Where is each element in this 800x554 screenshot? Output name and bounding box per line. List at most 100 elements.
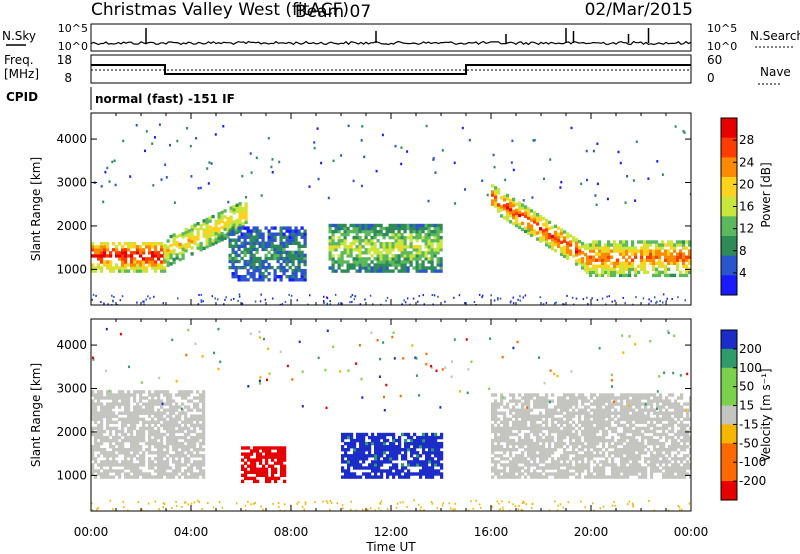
noise-tick-left-bottom: 10^0 — [58, 40, 88, 53]
heatmap-cell — [539, 227, 543, 231]
heatmap-cell — [151, 242, 155, 246]
heatmap-cell — [592, 243, 596, 247]
heatmap-cell — [632, 438, 636, 443]
heatmap-cell — [395, 506, 398, 509]
heatmap-cell — [181, 232, 185, 236]
heatmap-cell — [674, 475, 678, 479]
heatmap-cell — [599, 411, 603, 415]
heatmap-cell — [545, 240, 549, 244]
heatmap-cell — [270, 238, 274, 242]
heatmap-cell — [623, 405, 627, 409]
heatmap-cell — [560, 457, 564, 461]
heatmap-cell — [619, 240, 623, 244]
heatmap-cell — [300, 275, 304, 279]
heatmap-cell — [404, 475, 408, 479]
heatmap-cell — [420, 506, 422, 509]
heatmap-cell — [97, 402, 101, 406]
heatmap-cell — [106, 463, 110, 467]
heatmap-cell — [184, 472, 188, 476]
heatmap-cell — [656, 390, 659, 393]
heatmap-cell — [297, 232, 301, 236]
heatmap-cell — [274, 446, 278, 450]
heatmap-cell — [626, 441, 630, 446]
heatmap-cell — [237, 253, 241, 258]
heatmap-cell — [133, 257, 137, 261]
heatmap-cell — [148, 432, 152, 437]
heatmap-cell — [258, 275, 262, 279]
colorbar-tick-label: 8 — [739, 244, 747, 258]
heatmap-cell — [640, 249, 644, 253]
heatmap-cell — [365, 445, 369, 449]
heatmap-cell — [376, 339, 379, 342]
heatmap-cell — [598, 249, 602, 253]
heatmap-cell — [412, 248, 416, 252]
heatmap-cell — [94, 411, 98, 415]
heatmap-cell — [400, 269, 404, 273]
heatmap-cell — [127, 402, 131, 406]
heatmap-cell — [163, 469, 167, 473]
heatmap-cell — [530, 396, 534, 400]
heatmap-cell — [395, 466, 399, 470]
heatmap-cell — [283, 452, 287, 456]
heatmap-cell — [329, 303, 332, 305]
heatmap-cell — [421, 229, 425, 234]
heatmap-cell — [347, 445, 351, 449]
heatmap-cell — [518, 408, 522, 412]
heatmap-cell — [160, 269, 164, 273]
heatmap-cell — [347, 369, 350, 372]
heatmap-cell — [683, 475, 687, 479]
heatmap-cell — [641, 438, 645, 443]
heatmap-cell — [470, 500, 472, 503]
heatmap-cell — [148, 257, 152, 261]
heatmap-cell — [274, 461, 278, 465]
heatmap-cell — [587, 405, 591, 409]
heatmap-cell — [620, 408, 624, 412]
heatmap-cell — [638, 451, 642, 455]
heatmap-cell — [237, 275, 241, 279]
heatmap-cell — [370, 248, 374, 252]
heatmap-cell — [686, 411, 690, 415]
heatmap-cell — [671, 426, 675, 431]
heatmap-cell — [139, 460, 143, 464]
heatmap-cell — [249, 250, 253, 255]
heatmap-cell — [368, 466, 372, 470]
heatmap-cell — [154, 245, 158, 249]
heatmap-cell — [344, 472, 348, 476]
heatmap-cell — [380, 448, 384, 452]
heatmap-cell — [530, 420, 534, 424]
heatmap-cell — [118, 448, 122, 452]
heatmap-cell — [689, 396, 691, 400]
heatmap-cell — [665, 396, 669, 400]
heatmap-cell — [478, 503, 481, 506]
heatmap-cell — [419, 445, 423, 449]
heatmap-cell — [127, 426, 131, 431]
heatmap-cell — [214, 225, 218, 230]
heatmap-cell — [569, 460, 573, 464]
heatmap-cell — [613, 500, 615, 503]
heatmap-cell — [151, 426, 155, 431]
heatmap-cell — [418, 248, 422, 252]
heatmap-cell — [108, 389, 111, 393]
heatmap-cell — [566, 294, 568, 297]
heatmap-cell — [649, 252, 653, 256]
heatmap-cell — [349, 245, 353, 249]
heatmap-cell — [575, 262, 579, 266]
heatmap-cell — [199, 463, 203, 467]
heatmap-cell — [613, 267, 617, 271]
heatmap-cell — [683, 445, 687, 449]
heatmap-cell — [665, 457, 669, 461]
heatmap-cell — [613, 243, 617, 247]
heatmap-cell — [601, 273, 605, 278]
heatmap-cell — [593, 454, 597, 458]
heatmap-cell — [489, 337, 492, 340]
heatmap-cell — [264, 298, 267, 301]
heatmap-cell — [346, 251, 350, 255]
heatmap-cell — [512, 466, 516, 470]
heatmap-cell — [659, 448, 663, 452]
heatmap-cell — [623, 393, 627, 397]
heatmap-cell — [436, 269, 440, 273]
heatmap-cell — [560, 180, 563, 184]
heatmap-cell — [589, 246, 593, 250]
heatmap-cell — [172, 457, 176, 461]
heatmap-cell — [631, 252, 635, 256]
